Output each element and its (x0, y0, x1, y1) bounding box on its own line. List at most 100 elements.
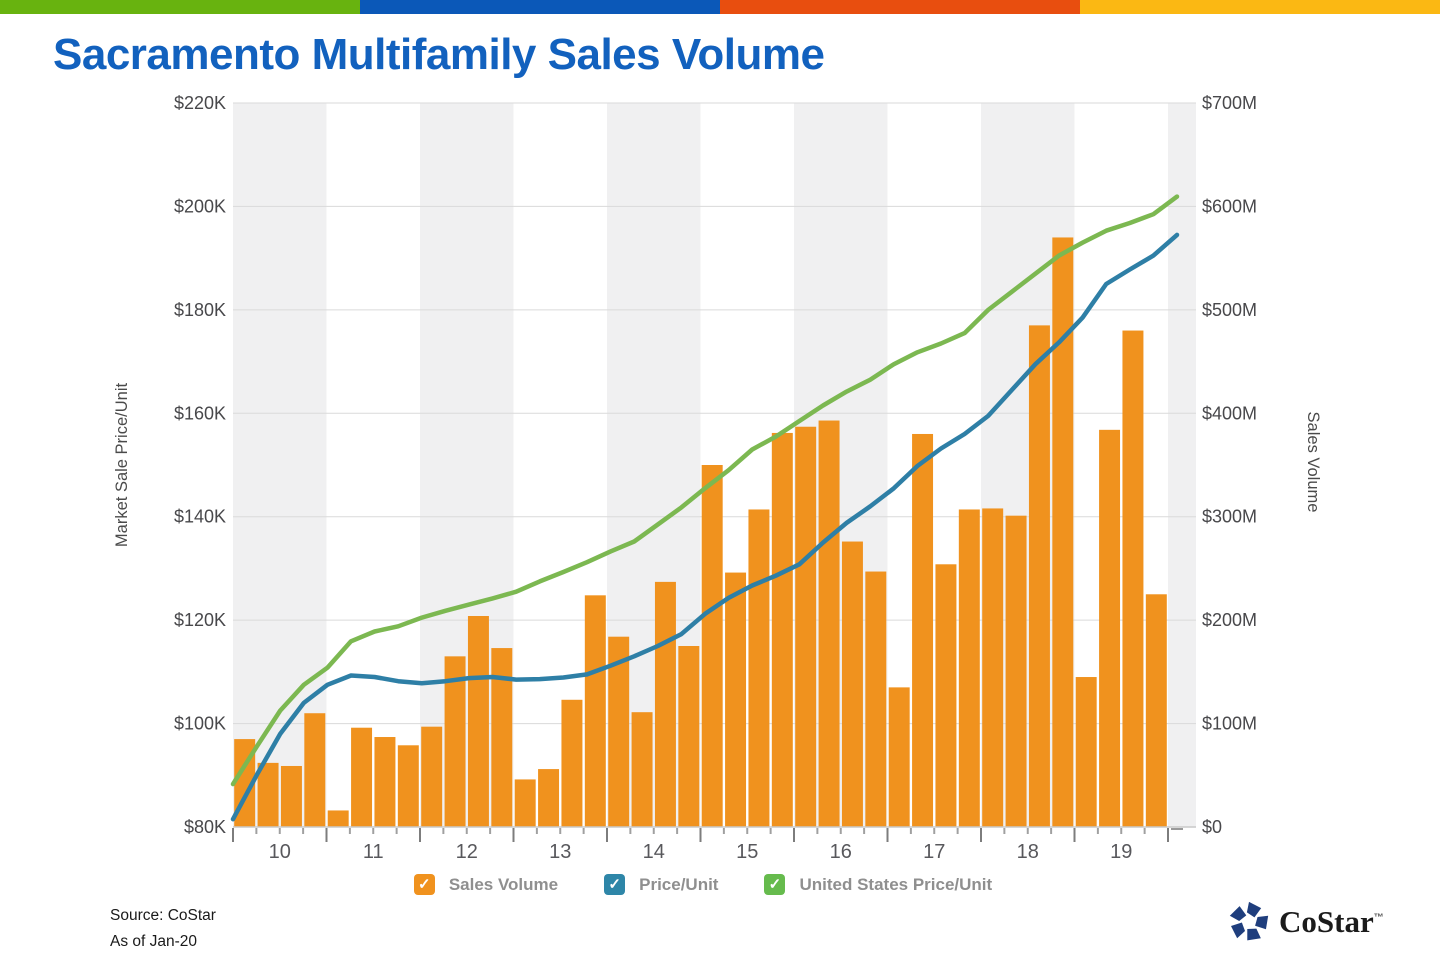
x-axis-year-label: 16 (830, 841, 852, 863)
sales-volume-bar (304, 713, 326, 827)
sales-volume-bar (374, 737, 396, 827)
left-axis-tick-label: $100K (174, 714, 226, 734)
right-axis-tick-label: $0 (1202, 817, 1222, 837)
x-axis-year-label: 11 (363, 841, 384, 863)
legend-label: Price/Unit (639, 874, 719, 894)
x-axis-year-label: 18 (1017, 841, 1039, 863)
sales-volume-bar (467, 616, 489, 827)
sales-volume-bar (397, 745, 419, 827)
as-of-line: As of Jan-20 (110, 933, 198, 950)
sales-volume-bar (1145, 594, 1167, 827)
sales-volume-bar (421, 726, 443, 827)
year-band (1168, 103, 1196, 827)
legend-item-us-price-unit[interactable]: ✓ United States Price/Unit (764, 874, 992, 895)
stripe-segment-red (720, 0, 1080, 14)
x-axis-year-label: 19 (1110, 841, 1132, 863)
x-axis-year-label: 17 (923, 841, 945, 863)
costar-logo: CoStar™ (1228, 901, 1384, 943)
sales-volume-bar (748, 509, 770, 827)
checkbox-checked-icon[interactable]: ✓ (764, 874, 786, 895)
sales-volume-bar (678, 646, 700, 827)
source-line: Source: CoStar (110, 907, 216, 924)
stripe-segment-green (0, 0, 360, 14)
right-axis-tick-label: $600M (1202, 196, 1257, 216)
pinwheel-blade (1255, 915, 1269, 930)
sales-volume-bar (538, 769, 560, 827)
x-axis-year-label: 13 (549, 841, 571, 863)
sales-volume-bar (654, 581, 676, 827)
left-axis-tick-label: $80K (184, 817, 226, 837)
page-title: Sacramento Multifamily Sales Volume (53, 30, 825, 79)
costar-logo-text: CoStar™ (1279, 904, 1384, 939)
left-axis-tick-label: $180K (174, 300, 226, 320)
sales-volume-bar (725, 572, 747, 827)
right-axis-tick-label: $400M (1202, 403, 1257, 423)
legend-item-price-unit[interactable]: ✓ Price/Unit (604, 874, 718, 895)
price-unit-line (230, 232, 1180, 822)
pinwheel-blade (1229, 906, 1247, 922)
sales-volume-bar (444, 656, 466, 827)
year-band (233, 103, 327, 827)
sales-volume-bars (234, 237, 1167, 827)
sales-volume-bar (514, 779, 536, 827)
pinwheel-blade (1247, 928, 1261, 941)
sales-volume-bar (351, 727, 373, 827)
left-axis-title: Market Sale Price/Unit (113, 383, 131, 548)
legend-item-sales-volume[interactable]: ✓ Sales Volume (413, 874, 559, 895)
pinwheel-blade (1246, 901, 1262, 918)
sales-volume-bar (257, 762, 279, 827)
sales-volume-bar (818, 420, 840, 827)
sales-volume-bar (1075, 677, 1097, 827)
sales-volume-bar (1052, 237, 1074, 827)
sales-volume-bar (327, 810, 349, 827)
left-axis-tick-label: $200K (174, 196, 226, 216)
sales-volume-bar (1005, 515, 1027, 827)
us-price-unit-line (230, 194, 1180, 787)
right-axis-tick-label: $200M (1202, 610, 1257, 630)
checkbox-checked-icon[interactable]: ✓ (413, 874, 435, 895)
sales-volume-bar (608, 636, 630, 827)
x-axis-year-label: 10 (269, 841, 291, 863)
sales-volume-bar (631, 712, 653, 827)
trademark-symbol: ™ (1373, 912, 1384, 924)
brand-color-stripe (0, 0, 1440, 14)
right-axis-tick-label: $300M (1202, 507, 1257, 527)
source-note: Source: CoStar As of Jan-20 (110, 903, 216, 955)
legend: ✓ Sales Volume ✓ Price/Unit ✓ United Sta… (233, 874, 1173, 895)
sales-volume-bar (865, 571, 887, 827)
sales-volume-bar (1122, 330, 1144, 827)
stripe-segment-yellow (1080, 0, 1440, 14)
sales-volume-bar (771, 432, 793, 827)
sales-volume-bar (491, 648, 513, 827)
sales-volume-bar (795, 426, 817, 827)
legend-label: United States Price/Unit (799, 874, 993, 894)
sales-volume-bar (1028, 325, 1050, 827)
right-axis-title: Sales Volume (1304, 412, 1322, 513)
pinwheel-blade (1230, 922, 1246, 939)
sales-volume-bar (888, 687, 910, 827)
checkbox-checked-icon[interactable]: ✓ (604, 874, 626, 895)
sales-volume-bar (912, 433, 934, 827)
legend-label: Sales Volume (448, 874, 559, 894)
costar-pinwheel-icon (1229, 901, 1269, 941)
left-axis-tick-label: $120K (174, 610, 226, 630)
sales-volume-bar (280, 765, 302, 827)
sales-volume-bar (982, 508, 1004, 827)
right-axis-tick-label: $500M (1202, 300, 1257, 320)
sales-volume-bar (841, 541, 863, 827)
sales-volume-bar (1099, 429, 1121, 827)
x-axis-year-label: 15 (736, 841, 758, 863)
x-axis-year-label: 14 (643, 841, 665, 863)
sales-volume-bar (958, 509, 980, 827)
left-axis-tick-label: $160K (174, 403, 226, 423)
sales-volume-bar (561, 699, 583, 827)
left-axis-tick-label: $140K (174, 507, 226, 527)
right-axis-tick-label: $100M (1202, 714, 1257, 734)
stripe-segment-blue (360, 0, 720, 14)
right-axis-tick-label: $700M (1202, 93, 1257, 113)
sales-volume-bar (935, 564, 957, 827)
sales-volume-bar (701, 465, 723, 827)
x-axis-year-label: 12 (456, 841, 478, 863)
